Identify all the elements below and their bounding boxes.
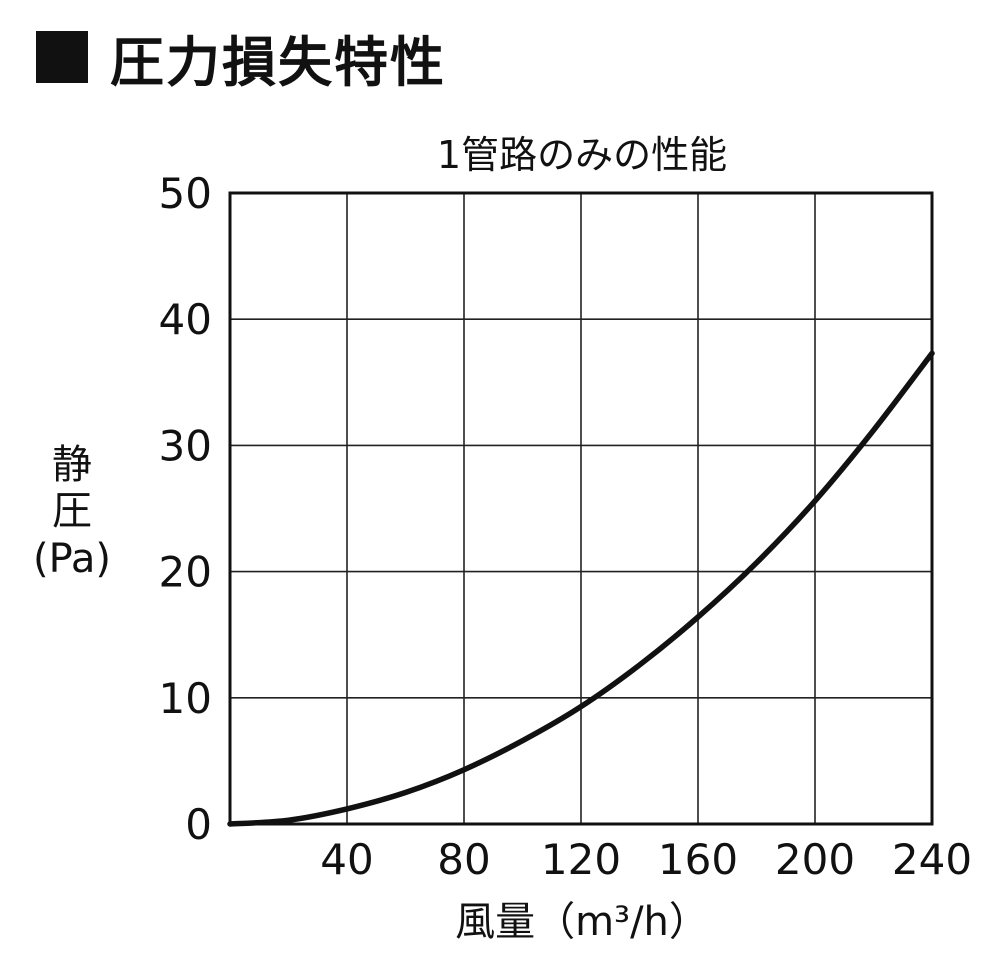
- grid-layer: [230, 192, 933, 825]
- x-tick-label: 120: [541, 835, 621, 884]
- x-tick-label: 160: [658, 835, 738, 884]
- y-tick-label: 30: [159, 421, 212, 470]
- x-axis-title: 風量（m³/h）: [455, 899, 709, 945]
- chart-title: 1管路のみの性能: [437, 133, 727, 177]
- heading-square-icon: [36, 31, 88, 83]
- y-axis-title: 静 圧 (Pa): [33, 442, 111, 582]
- page-heading-text: 圧力損失特性: [110, 30, 446, 94]
- series-layer: [227, 350, 935, 827]
- y-tick-label: 20: [159, 548, 212, 597]
- x-tick-label: 200: [775, 835, 855, 884]
- x-tick-label: 40: [320, 835, 373, 884]
- y-axis-title-line-1: 静: [52, 442, 92, 488]
- tick-label-layer: 40 80 120 160 200 240 0 10 20 30 40 50: [159, 169, 973, 884]
- y-tick-label: 40: [159, 295, 212, 344]
- y-axis-title-line-2: 圧: [52, 488, 92, 534]
- page-heading: 圧力損失特性: [36, 22, 446, 94]
- y-tick-label: 0: [185, 800, 212, 849]
- y-axis-title-line-3: (Pa): [33, 536, 111, 582]
- x-tick-label: 80: [437, 835, 490, 884]
- plot-frame: [228, 191, 934, 826]
- y-tick-label: 10: [159, 674, 212, 723]
- x-tick-label: 240: [892, 835, 972, 884]
- series-line-0: [227, 350, 935, 827]
- y-tick-label: 50: [159, 169, 212, 218]
